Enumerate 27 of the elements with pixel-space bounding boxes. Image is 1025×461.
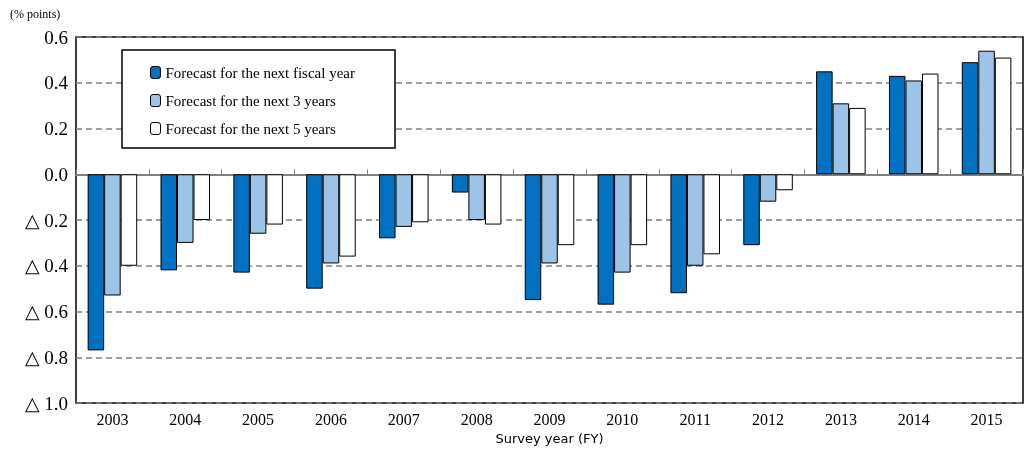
x-tick-label: 2015 (970, 410, 1003, 428)
x-tick-label: 2005 (242, 410, 275, 428)
y-tick-label: 0.6 (44, 26, 68, 48)
legend-label: Forecast for the next 3 years (165, 92, 337, 109)
x-tick-label: 2012 (752, 410, 785, 428)
y-tick-label: △ 0.2 (24, 209, 68, 231)
x-tick-label: 2013 (824, 410, 857, 428)
y-tick-label: △ 0.4 (24, 255, 69, 277)
x-tick-label: 2007 (387, 410, 420, 428)
y-tick-label: △ 0.8 (24, 346, 68, 368)
x-tick-label: 2014 (897, 410, 930, 428)
y-axis-title: (% points) (10, 7, 61, 21)
x-tick-label: 2003 (96, 410, 129, 428)
x-tick-label: 2004 (169, 410, 202, 428)
legend-label: Forecast for the next 5 years (165, 120, 337, 137)
x-tick-label: 2010 (606, 410, 639, 428)
legend-label: Forecast for the next fiscal year (165, 64, 355, 81)
x-tick-label: 2011 (679, 410, 711, 428)
y-tick-label: △ 1.0 (24, 392, 68, 414)
y-tick-label: 0.0 (44, 163, 68, 185)
x-tick-label: 2009 (533, 410, 566, 428)
y-tick-label: △ 0.6 (24, 301, 68, 322)
y-tick-label: 0.2 (44, 118, 68, 139)
x-tick-label: 2008 (460, 410, 493, 428)
x-tick-label: 2006 (314, 410, 347, 428)
y-tick-label: 0.4 (44, 72, 69, 94)
x-axis-title: Survey year (FY) (495, 430, 604, 446)
